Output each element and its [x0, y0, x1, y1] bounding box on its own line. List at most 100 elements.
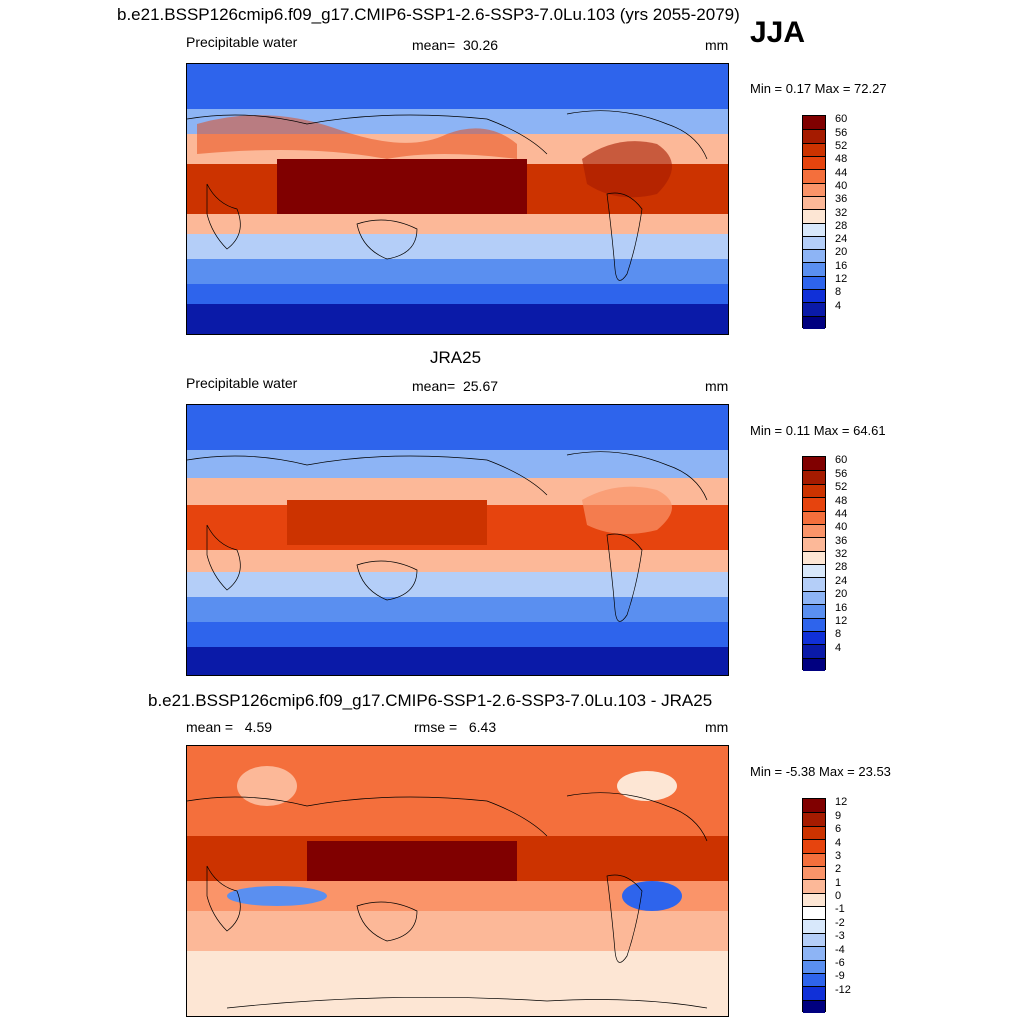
colorbar-swatch — [803, 249, 825, 263]
colorbar-swatch — [803, 972, 825, 987]
colorbar-level-label: -4 — [835, 943, 845, 956]
colorbar-level-label: -3 — [835, 930, 845, 943]
colorbar-level-label: 48 — [835, 494, 848, 507]
panel-2-title: JRA25 — [430, 348, 482, 367]
colorbar-level-label: 4 — [835, 641, 842, 654]
colorbar-swatch — [803, 209, 825, 223]
colorbar-level-label: 16 — [835, 259, 848, 272]
colorbar-swatch — [803, 550, 825, 564]
colorbar-level-label: 0 — [835, 890, 842, 902]
colorbar-swatch — [803, 483, 825, 498]
colorbar-level-label: -12 — [835, 983, 851, 996]
colorbar-swatch — [803, 155, 825, 170]
colorbar-level-label: 56 — [835, 467, 848, 480]
colorbar-level-label: -2 — [835, 916, 845, 929]
colorbar-level-label: -9 — [835, 970, 845, 983]
colorbar-swatch — [803, 986, 825, 1000]
panel-3-stat-value: 4.59 — [244, 719, 273, 735]
colorbar-swatch — [803, 235, 825, 250]
panel-3-stat2-label: rmse = — [414, 719, 458, 735]
panel-1-stat-label: mean= — [412, 37, 456, 53]
colorbar-level-label: 48 — [835, 153, 848, 166]
season-label: JJA — [750, 16, 806, 49]
colorbar-level-label: 4 — [835, 836, 842, 849]
colorbar-level-label: 28 — [835, 219, 848, 232]
colorbar-level-label: 6 — [835, 823, 842, 836]
colorbar-level-label: 12 — [835, 273, 848, 286]
colorbar-swatch — [803, 457, 825, 471]
panel-1-variable: Precipitable water — [186, 34, 298, 50]
panel-2-variable: Precipitable water — [186, 375, 298, 391]
panel-3-map — [186, 745, 729, 1017]
colorbar-level-label: 2 — [835, 863, 842, 876]
colorbar-swatch — [803, 497, 825, 511]
colorbar-level-label: 1 — [835, 876, 842, 889]
colorbar-swatch — [803, 577, 825, 591]
colorbar-level-label: 36 — [835, 193, 848, 206]
colorbar-swatch — [803, 289, 825, 303]
colorbar-swatch — [803, 946, 825, 960]
colorbar-level-label: 20 — [835, 588, 848, 601]
panel-2-colorbar — [802, 456, 826, 671]
colorbar-level-label: 24 — [835, 233, 848, 246]
colorbar-level-label: 20 — [835, 246, 848, 259]
colorbar-level-label: 8 — [835, 628, 842, 641]
colorbar-level-label: 52 — [835, 139, 848, 152]
colorbar-level-label: 36 — [835, 534, 848, 547]
colorbar-swatch — [803, 617, 825, 631]
colorbar-swatch — [803, 644, 825, 658]
panel-1-units: mm — [705, 37, 729, 53]
colorbar-swatch — [803, 116, 825, 130]
colorbar-swatch — [803, 959, 825, 973]
colorbar-level-label: -1 — [835, 903, 845, 916]
colorbar-swatch — [803, 537, 825, 551]
colorbar-swatch — [803, 630, 825, 645]
colorbar-swatch — [803, 169, 825, 183]
colorbar-level-label: 32 — [835, 206, 848, 219]
panel-3-stat: mean = 4.59 — [186, 720, 272, 734]
colorbar-swatch — [803, 852, 825, 866]
panel-1-stat-value: 30.26 — [462, 37, 499, 53]
panel-3-units: mm — [705, 719, 729, 735]
colorbar-swatch — [803, 195, 825, 210]
colorbar-swatch — [803, 812, 825, 826]
panel-1-title: b.e21.BSSP126cmip6.f09_g17.CMIP6-SSP1-2.… — [117, 5, 740, 24]
panel-2-stat: mean= 25.67 — [412, 379, 498, 393]
colorbar-swatch — [803, 839, 825, 853]
panel-1-stat: mean= 30.26 — [412, 38, 498, 52]
colorbar-level-label: 60 — [835, 454, 848, 467]
panel-3-map-svg — [187, 746, 728, 1016]
colorbar-swatch — [803, 604, 825, 618]
colorbar-swatch — [803, 523, 825, 538]
colorbar-swatch — [803, 564, 825, 578]
colorbar-swatch — [803, 799, 825, 813]
panel-2-map — [186, 404, 729, 676]
colorbar-swatch — [803, 879, 825, 893]
colorbar-level-label: 40 — [835, 179, 848, 192]
colorbar-swatch — [803, 302, 825, 316]
panel-3-title: b.e21.BSSP126cmip6.f09_g17.CMIP6-SSP1-2.… — [148, 691, 713, 710]
panel-2-units: mm — [705, 378, 729, 394]
colorbar-swatch — [803, 919, 825, 933]
panel-1-map-svg — [187, 64, 728, 334]
colorbar-swatch — [803, 182, 825, 196]
colorbar-level-label: 12 — [835, 614, 848, 627]
panel-3-colorbar — [802, 798, 826, 1013]
colorbar-swatch — [803, 129, 825, 143]
colorbar-swatch — [803, 865, 825, 880]
colorbar-level-label: 8 — [835, 286, 842, 299]
panel-2-minmax: Min = 0.11 Max = 64.61 — [750, 423, 886, 438]
colorbar-swatch — [803, 906, 825, 920]
colorbar-swatch — [803, 657, 825, 671]
colorbar-level-label: 60 — [835, 113, 848, 126]
panel-3-stat2-value: 6.43 — [468, 719, 497, 735]
panel-1-colorbar — [802, 115, 826, 329]
panel-2-stat-label: mean= — [412, 378, 456, 394]
colorbar-swatch — [803, 275, 825, 290]
colorbar-level-label: 16 — [835, 601, 848, 614]
colorbar-level-label: 40 — [835, 521, 848, 534]
colorbar-swatch — [803, 470, 825, 484]
colorbar-swatch — [803, 142, 825, 156]
panel-3-stat-label: mean = — [186, 719, 234, 735]
colorbar-level-label: 9 — [835, 809, 842, 822]
